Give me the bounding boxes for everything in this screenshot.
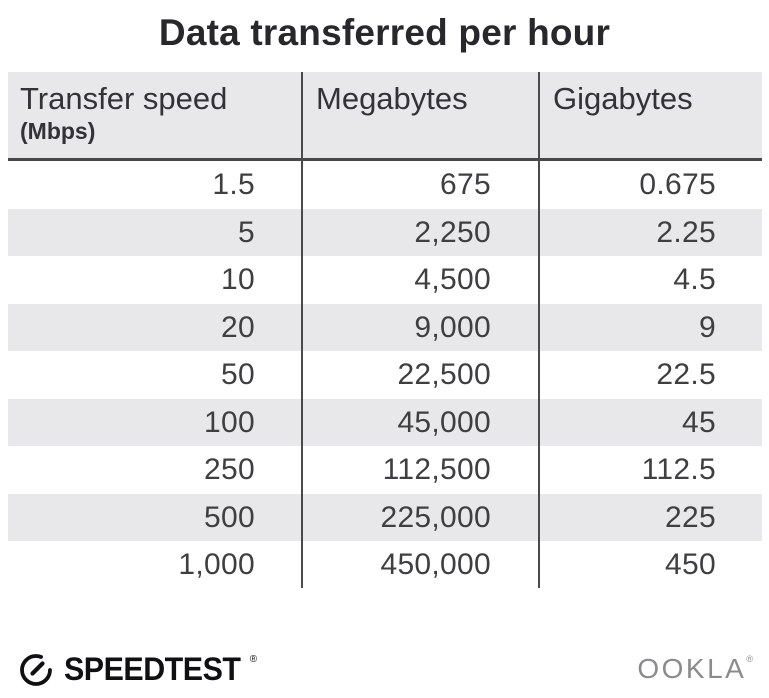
header-label: Megabytes — [316, 81, 468, 116]
data-table: Transfer speed (Mbps) Megabytes Gigabyte… — [8, 72, 762, 589]
header-sublabel: (Mbps) — [20, 118, 96, 144]
table-cell: 500 — [204, 500, 255, 534]
table-cell: 5 — [238, 215, 255, 249]
table-row: 500 225,000 225 — [8, 493, 762, 541]
table-row: 1,000 450,000 450 — [8, 541, 762, 589]
table-cell: 112,500 — [382, 453, 491, 486]
table-cell: 22,500 — [397, 358, 491, 391]
table-cell: 2,250 — [414, 215, 491, 249]
speedtest-label: SPEEDTEST — [64, 650, 241, 687]
table-cell: 50 — [221, 358, 255, 391]
column-divider-1 — [301, 72, 303, 588]
registered-trademark-icon: ® — [249, 653, 258, 665]
table-cell: 45 — [682, 405, 716, 439]
header-label: Transfer speed — [20, 81, 228, 116]
table-row: 5 2,250 2.25 — [8, 208, 762, 256]
table-cell: 22.5 — [656, 358, 716, 391]
table-cell: 675 — [440, 168, 491, 201]
table-row: 100 45,000 45 — [8, 398, 762, 446]
table-cell: 20 — [221, 310, 255, 344]
speedtest-logo: SPEEDTEST ® — [16, 649, 257, 689]
table-cell: 1.5 — [212, 168, 255, 201]
footer: SPEEDTEST ® OOKLA® — [16, 644, 753, 694]
header-gigabytes: Gigabytes — [539, 72, 762, 158]
table-cell: 0.675 — [639, 168, 716, 201]
table-cell: 2.25 — [656, 215, 716, 249]
table-header-row: Transfer speed (Mbps) Megabytes Gigabyte… — [8, 72, 762, 161]
table-cell: 4,500 — [414, 263, 491, 296]
table-cell: 225 — [665, 500, 716, 534]
table-cell: 1,000 — [178, 548, 255, 581]
table-cell: 9,000 — [414, 310, 491, 344]
table-row: 10 4,500 4.5 — [8, 256, 762, 304]
table-cell: 112.5 — [641, 453, 716, 486]
table-row: 20 9,000 9 — [8, 303, 762, 351]
table-cell: 225,000 — [380, 500, 491, 534]
ookla-label: OOKLA — [637, 653, 747, 684]
speedtest-wordmark: SPEEDTEST ® — [64, 651, 257, 688]
table-body: 1.5 675 0.675 5 2,250 2.25 10 4,500 4.5 … — [8, 161, 762, 589]
table-cell: 4.5 — [673, 263, 716, 296]
table-cell: 450 — [665, 548, 716, 581]
header-megabytes: Megabytes — [302, 72, 539, 158]
table-cell: 450,000 — [380, 548, 491, 581]
ookla-logo: OOKLA® — [637, 653, 753, 685]
column-divider-2 — [538, 72, 540, 588]
table-cell: 250 — [204, 453, 255, 486]
table-cell: 45,000 — [397, 405, 491, 439]
header-transfer-speed: Transfer speed (Mbps) — [8, 72, 302, 158]
registered-trademark-icon: ® — [746, 654, 753, 664]
table-row: 50 22,500 22.5 — [8, 351, 762, 399]
page-title: Data transferred per hour — [158, 12, 611, 53]
table-cell: 9 — [699, 310, 716, 344]
table-cell: 100 — [204, 405, 255, 439]
table-cell: 10 — [221, 263, 255, 296]
table-row: 250 112,500 112.5 — [8, 446, 762, 494]
speedtest-gauge-icon — [20, 654, 52, 686]
table-row: 1.5 675 0.675 — [8, 161, 762, 209]
header-label: Gigabytes — [553, 81, 693, 116]
